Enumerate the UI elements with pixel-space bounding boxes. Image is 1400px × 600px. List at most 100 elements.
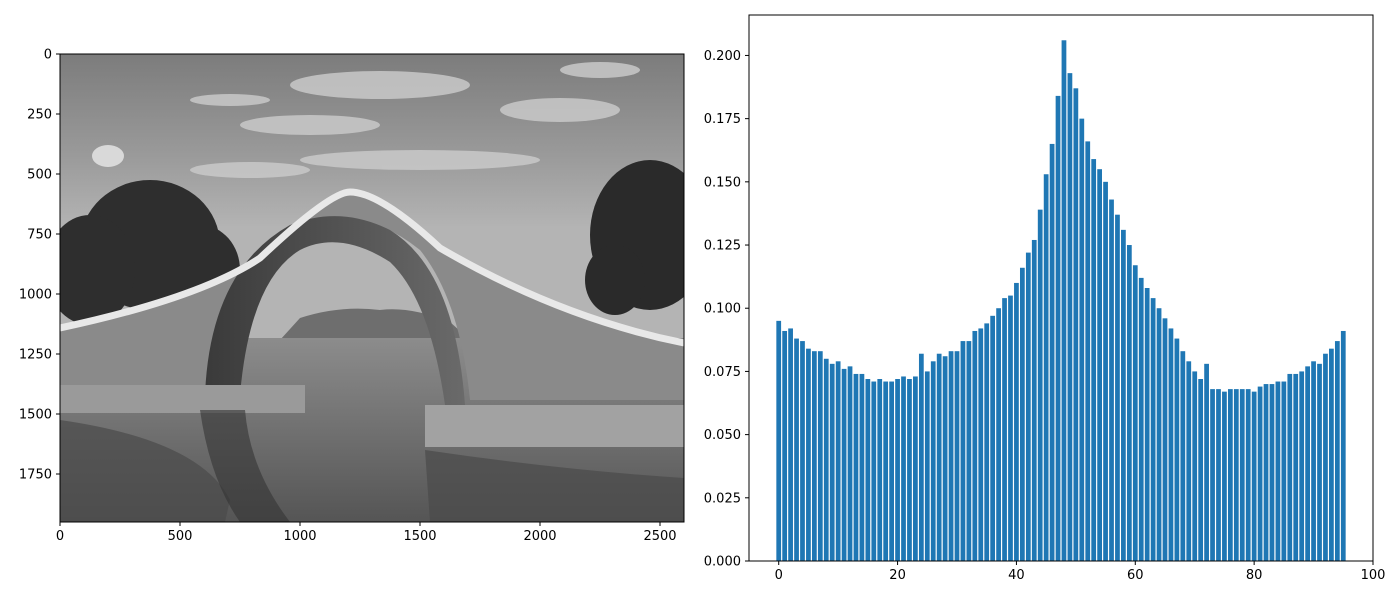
bar [811,351,817,561]
bar [1037,209,1043,561]
bar [1245,389,1251,561]
bar-x-tick-label: 40 [1008,568,1025,583]
bar-x-tick-label: 100 [1361,568,1386,583]
bar-x-tick-label: 20 [889,568,906,583]
bar-y-tick-label: 0.000 [704,555,741,570]
bar [1067,73,1073,561]
bar [1269,384,1275,561]
bar [883,381,889,561]
bar [1281,381,1287,561]
bar [782,330,788,561]
bar [1198,379,1204,561]
bar [1180,351,1186,561]
right-pier [425,405,684,447]
bar-x-ticks: 0 20 40 60 80 100 [775,561,1386,583]
bar [1168,328,1174,561]
bar [913,376,918,561]
bar [1210,389,1215,561]
bar [948,351,954,561]
bar [1162,318,1168,561]
bar [1204,363,1209,561]
bar [990,315,996,561]
bar [853,373,859,561]
distant-hills [280,308,470,340]
bar [907,379,912,561]
image-x-tick-label: 500 [168,529,193,544]
image-y-tick-label: 1500 [19,408,52,423]
bar-y-ticks: 0.000 0.025 0.050 0.075 0.100 0.125 0.150 0.175… [704,49,749,570]
bar [1091,159,1097,561]
bar [1031,239,1037,561]
bar [829,363,835,561]
left-pier [60,385,305,413]
bar [984,323,990,561]
bar [1233,389,1239,561]
bar [788,328,793,561]
bar-y-tick-label: 0.150 [704,175,741,190]
bar [806,348,811,561]
bar [1192,371,1198,561]
bar [835,361,841,561]
bar [889,381,894,561]
bar [960,341,966,561]
bar [966,341,972,561]
bar [877,379,883,561]
bar [1085,141,1091,561]
image-y-tick-label: 500 [27,168,52,183]
bar [954,351,960,561]
left-trees [60,180,240,325]
image-y-ticks: 0 250 500 750 1000 1250 1500 1750 [19,48,60,483]
bar [823,358,829,561]
bar [1132,265,1138,561]
bar [1079,118,1085,561]
bar [1174,338,1180,561]
bar [1019,267,1025,561]
bar [1263,384,1269,561]
bar [1115,214,1120,561]
bar [1311,361,1316,561]
bar [1144,288,1150,561]
image-x-tick-label: 0 [56,529,64,544]
image-x-tick-label: 2000 [523,529,556,544]
bar [1216,389,1221,561]
arch-reflection [200,410,290,522]
bar [1287,373,1293,561]
bar [1126,245,1132,561]
bar-series [776,40,1346,562]
bar [1150,298,1156,561]
bar [1334,341,1340,561]
bar [1222,391,1227,561]
clouds [92,62,640,178]
bar [918,353,924,561]
bridge-photo [60,54,684,522]
bar [1275,381,1281,561]
bar [1251,391,1257,561]
bar [847,366,853,561]
bar [865,379,871,561]
image-x-ticks: 0 500 1000 1500 2000 2500 [56,522,677,544]
bar-axes-frame [748,14,1374,562]
bar [859,373,865,561]
bar [1121,229,1126,562]
bar [978,328,984,561]
bar-x-tick-label: 80 [1246,568,1263,583]
bar-y-tick-label: 0.125 [704,239,741,254]
bridge-body [60,195,684,400]
bar-y-tick-label: 0.200 [704,49,741,64]
bar [1103,181,1108,561]
bar [1340,330,1346,561]
bar [942,356,948,561]
image-y-tick-label: 1000 [19,288,52,303]
bar [924,371,930,561]
bar [1156,308,1162,561]
bar [895,379,900,561]
bar-y-tick-label: 0.050 [704,428,741,443]
bar-y-tick-label: 0.175 [704,112,741,127]
image-y-tick-label: 750 [27,228,52,243]
bar [1293,373,1299,561]
bar [1014,282,1019,561]
bar [1257,386,1263,561]
image-x-tick-label: 1500 [403,529,436,544]
bar [841,368,847,561]
